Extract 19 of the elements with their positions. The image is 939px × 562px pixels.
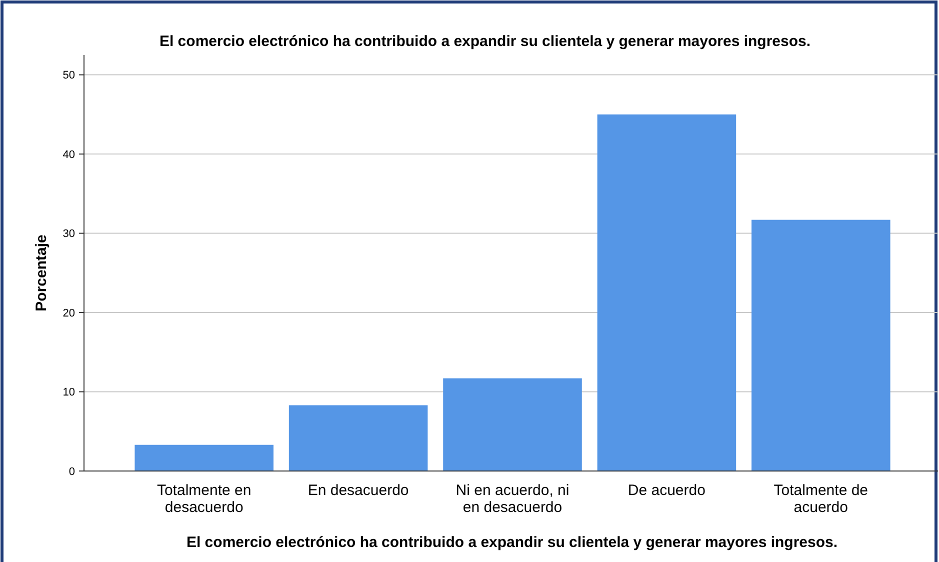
bar xyxy=(752,220,890,471)
bar xyxy=(443,378,582,471)
bar xyxy=(597,114,736,471)
y-tick-label: 0 xyxy=(68,466,75,478)
chart-title: El comercio electrónico ha contribuido a expandir su clientela y generar mayores ingresos. xyxy=(159,33,811,50)
x-axis-title: El comercio electrónico ha contribuido a expandir su clientela y generar mayores ingresos. xyxy=(186,534,838,551)
y-tick-label: 50 xyxy=(62,70,75,82)
y-tick-label: 10 xyxy=(62,386,75,399)
y-tick-label: 40 xyxy=(62,148,75,161)
bar xyxy=(134,444,274,471)
x-tick-label: De acuerdo xyxy=(628,482,706,499)
x-tick-label: Totalmente en desacuerdo xyxy=(156,482,252,516)
x-tick-label: Ni en acuerdo, ni en desacuerdo xyxy=(456,482,570,516)
x-tick-label: En desacuerdo xyxy=(308,482,409,499)
y-tick-label: 30 xyxy=(62,228,75,240)
x-tick-label: Totalmente de acuerdo xyxy=(774,482,868,516)
bar xyxy=(288,405,428,471)
y-axis-title: Porcentaje xyxy=(33,234,50,312)
y-tick-label: 20 xyxy=(62,307,75,320)
